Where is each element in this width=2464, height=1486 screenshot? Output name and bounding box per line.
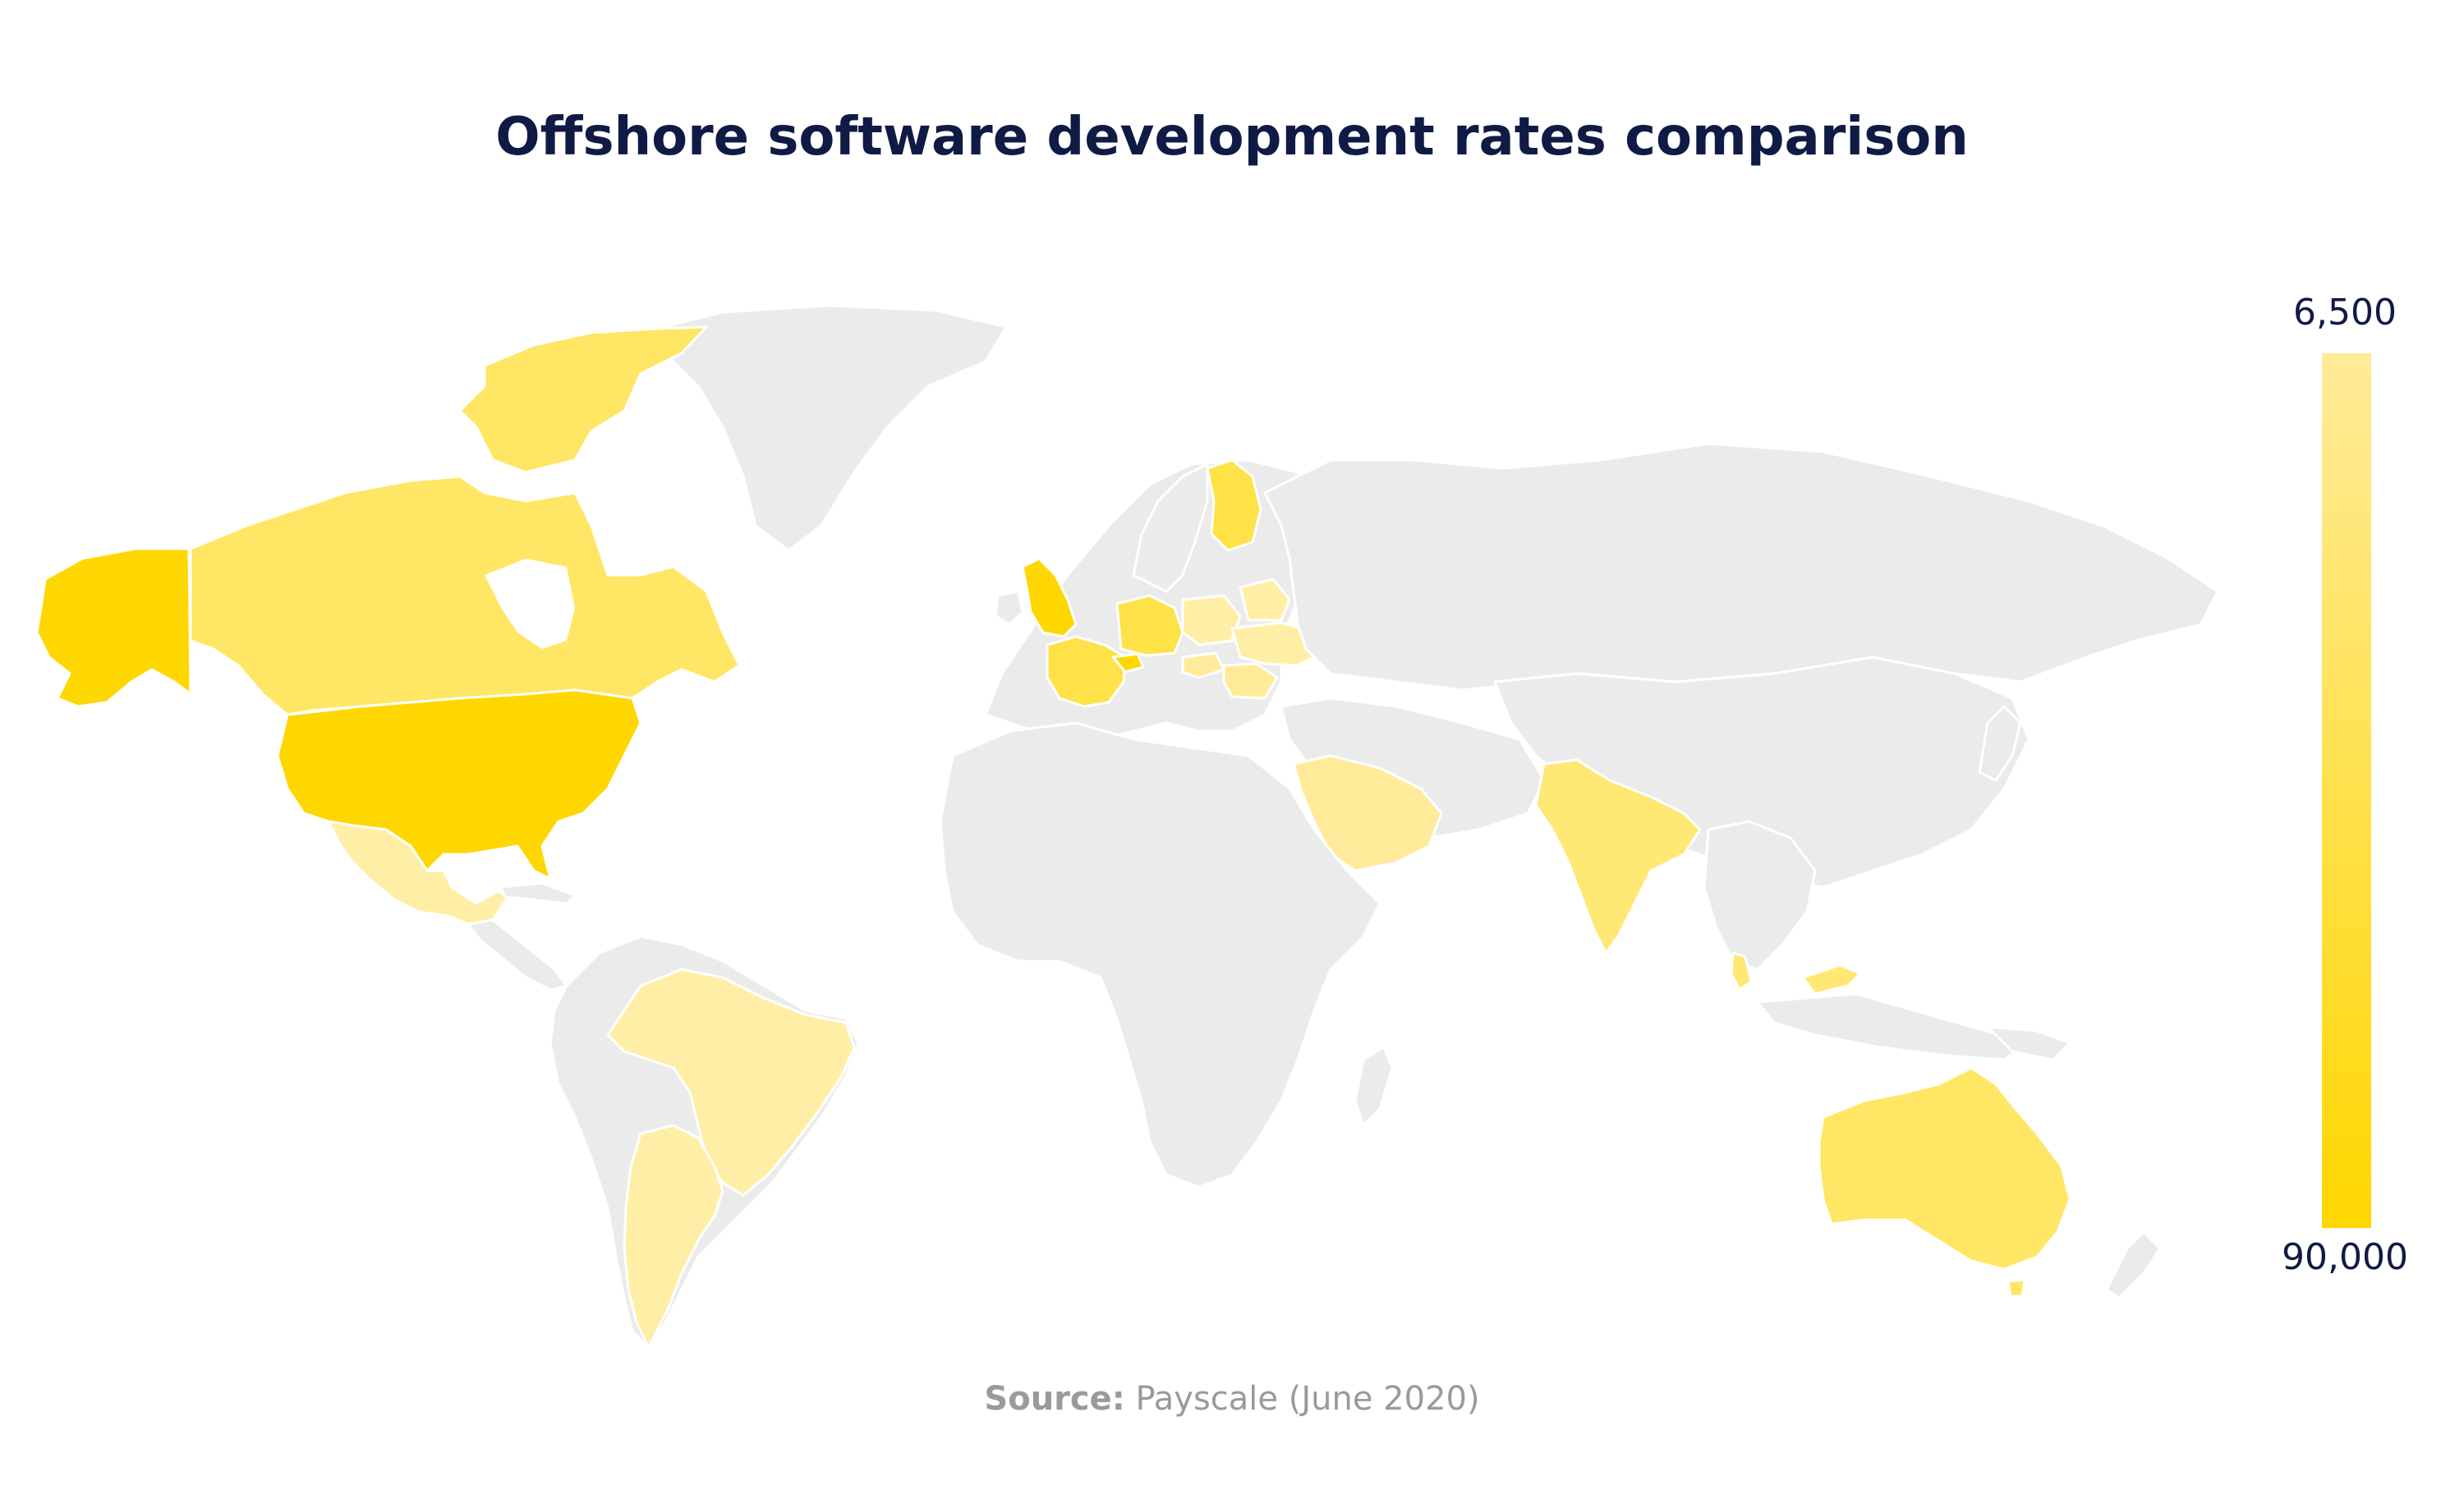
- country-canada-islands[interactable]: [458, 325, 708, 474]
- country-japan[interactable]: [1978, 705, 2022, 782]
- country-greenland[interactable]: [655, 304, 1008, 552]
- country-argentina[interactable]: [623, 1124, 724, 1349]
- region-caribbean[interactable]: [499, 881, 577, 905]
- country-new-zealand[interactable]: [2105, 1231, 2162, 1300]
- country-switzerland[interactable]: [1111, 652, 1145, 674]
- legend-top-value: 6,500: [2293, 292, 2397, 334]
- country-madagascar[interactable]: [1354, 1046, 1394, 1127]
- country-india[interactable]: [1534, 758, 1702, 955]
- country-romania[interactable]: [1222, 662, 1279, 700]
- source-label: Source:: [984, 1380, 1125, 1418]
- country-brazil[interactable]: [606, 968, 856, 1197]
- country-ireland[interactable]: [994, 590, 1024, 626]
- hudson-bay: [485, 559, 575, 649]
- country-belarus[interactable]: [1239, 577, 1291, 622]
- source-text: Payscale (June 2020): [1135, 1380, 1480, 1418]
- country-canada[interactable]: [189, 475, 741, 716]
- region-southeast-asia[interactable]: [1703, 820, 1817, 971]
- country-finland[interactable]: [1206, 458, 1262, 552]
- country-malaysia-peninsula[interactable]: [1730, 951, 1753, 991]
- country-hungary[interactable]: [1181, 651, 1225, 679]
- region-africa[interactable]: [939, 721, 1381, 1189]
- country-poland[interactable]: [1181, 594, 1242, 646]
- map-title: Offshore software development rates comp…: [495, 107, 1969, 168]
- legend-bottom-value: 90,000: [2282, 1236, 2408, 1278]
- country-papua-new-guinea[interactable]: [1986, 1025, 2071, 1061]
- country-saudi-arabia[interactable]: [1292, 754, 1443, 872]
- region-scandinavia[interactable]: [1132, 462, 1209, 593]
- country-germany[interactable]: [1115, 594, 1184, 657]
- country-alaska[interactable]: [35, 547, 192, 708]
- legend-color-bar: [2322, 353, 2371, 1228]
- country-malaysia-borneo[interactable]: [1801, 964, 1862, 996]
- region-russia[interactable]: [1263, 442, 2219, 692]
- source-note: Source: Payscale (June 2020): [0, 1380, 2464, 1418]
- country-australia-tasmania[interactable]: [2007, 1278, 2026, 1298]
- country-france[interactable]: [1046, 635, 1127, 708]
- country-australia[interactable]: [1818, 1066, 2071, 1271]
- country-united-states[interactable]: [276, 688, 642, 881]
- country-united-kingdom[interactable]: [1021, 557, 1078, 638]
- region-central-america[interactable]: [467, 918, 568, 991]
